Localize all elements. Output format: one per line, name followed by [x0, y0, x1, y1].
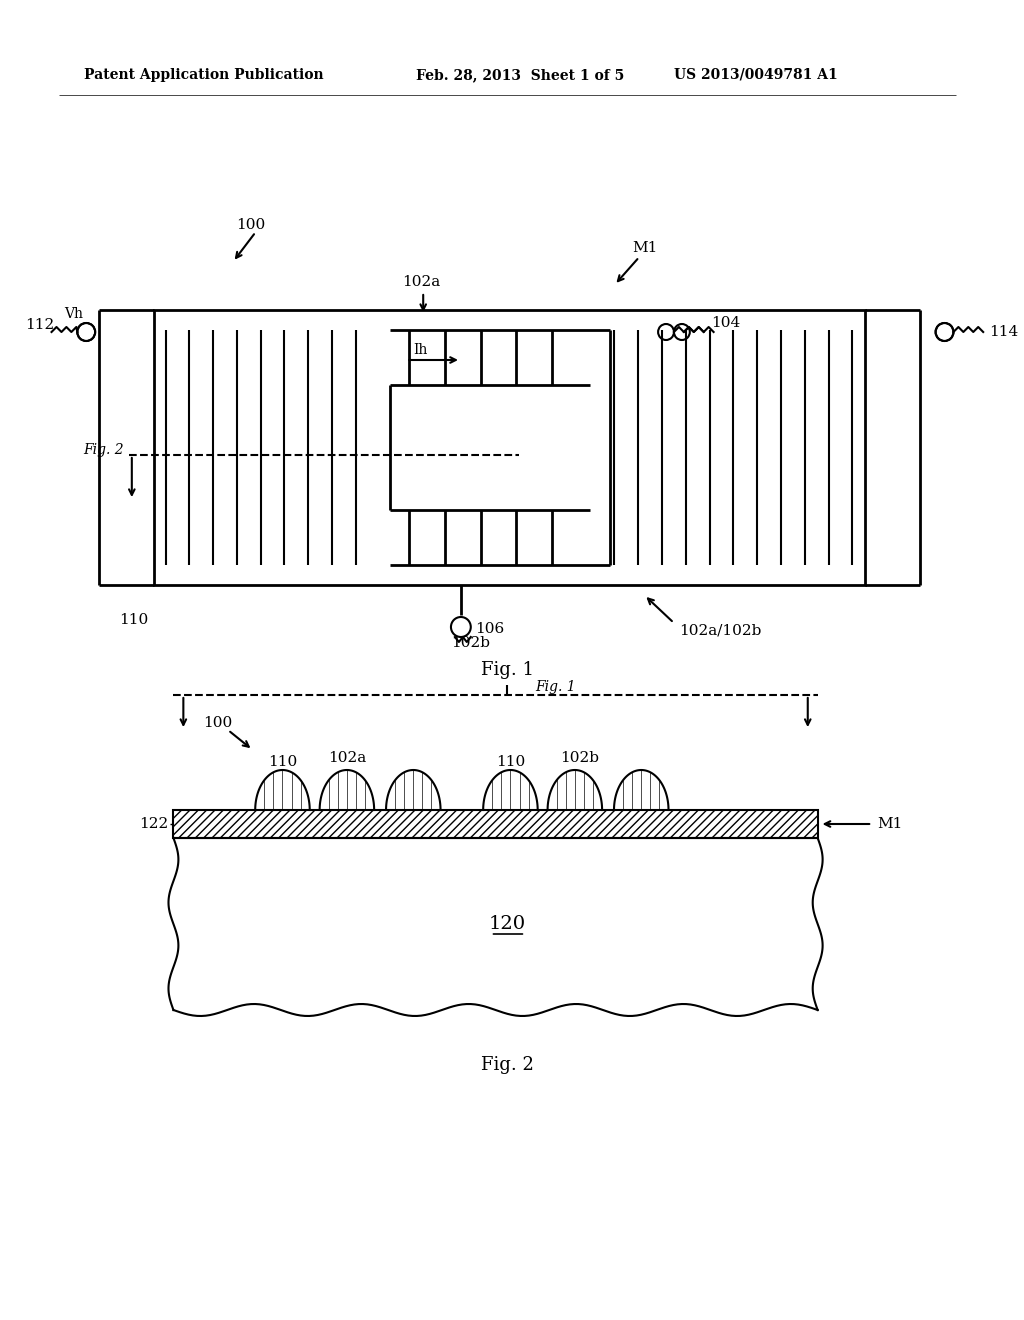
- Text: Fig. 1: Fig. 1: [536, 680, 575, 694]
- Text: M1: M1: [878, 817, 902, 832]
- Bar: [173, 810, 818, 838]
- Text: Fig. 2: Fig. 2: [83, 444, 124, 457]
- Text: 100: 100: [236, 218, 265, 232]
- Text: 102a/102b: 102a/102b: [679, 623, 761, 638]
- Text: M1: M1: [633, 242, 657, 255]
- Text: 102b: 102b: [452, 636, 490, 649]
- Text: 114: 114: [989, 325, 1019, 339]
- Text: 100: 100: [203, 715, 232, 730]
- Text: 110: 110: [496, 755, 525, 770]
- Text: 120: 120: [488, 915, 526, 933]
- Text: 122: 122: [139, 817, 169, 832]
- Text: 102a: 102a: [328, 751, 366, 766]
- Bar: [154, 310, 865, 585]
- Text: Patent Application Publication: Patent Application Publication: [84, 69, 324, 82]
- Text: US 2013/0049781 A1: US 2013/0049781 A1: [674, 69, 838, 82]
- Text: 110: 110: [268, 755, 297, 770]
- Text: Fig. 1: Fig. 1: [481, 661, 534, 678]
- Text: 110: 110: [120, 612, 148, 627]
- Text: 104: 104: [712, 315, 741, 330]
- Text: 112: 112: [26, 318, 54, 333]
- Text: Vh: Vh: [65, 308, 83, 321]
- Text: Ih: Ih: [414, 343, 428, 356]
- Text: 102a: 102a: [402, 275, 440, 289]
- Text: 102b: 102b: [560, 751, 599, 766]
- Text: Feb. 28, 2013  Sheet 1 of 5: Feb. 28, 2013 Sheet 1 of 5: [417, 69, 625, 82]
- Text: Fig. 2: Fig. 2: [481, 1056, 534, 1074]
- Text: 106: 106: [475, 622, 504, 636]
